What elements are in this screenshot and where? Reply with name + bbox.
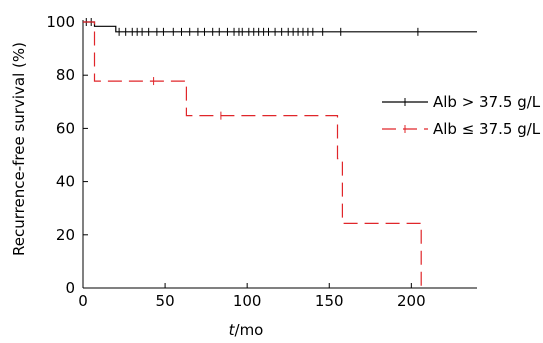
x-axis-label-italic: t (229, 321, 236, 339)
x-axis-label-unit: /mo (235, 321, 264, 339)
x-tick-label-150: 150 (315, 292, 344, 310)
y-axis-label: Recurrence-free survival (%) (10, 42, 28, 256)
y-tick-label-40: 40 (56, 173, 75, 191)
x-tick-label-100: 100 (233, 292, 262, 310)
y-tick-label-0: 0 (65, 279, 75, 297)
x-tick-label-200: 200 (397, 292, 426, 310)
y-tick-label-100: 100 (46, 13, 75, 31)
x-axis-label: t/mo (229, 321, 264, 339)
series-2 (83, 21, 422, 288)
legend-label-2: Alb ≤ 37.5 g/L (433, 120, 541, 138)
legend: Alb > 37.5 g/L Alb ≤ 37.5 g/L (382, 93, 541, 138)
plot-axes (82, 20, 477, 289)
axis-ticks: 0 50 100 150 200 0 20 40 60 80 100 (46, 13, 425, 310)
y-tick-label-20: 20 (56, 226, 75, 244)
x-tick-label-50: 50 (156, 292, 175, 310)
x-tick-label-0: 0 (78, 292, 88, 310)
series-2-line (83, 21, 422, 288)
y-tick-label-80: 80 (56, 66, 75, 84)
series-1 (83, 18, 477, 36)
series-layer (83, 18, 477, 288)
y-tick-label-60: 60 (56, 119, 75, 137)
legend-label-1: Alb > 37.5 g/L (433, 93, 541, 111)
